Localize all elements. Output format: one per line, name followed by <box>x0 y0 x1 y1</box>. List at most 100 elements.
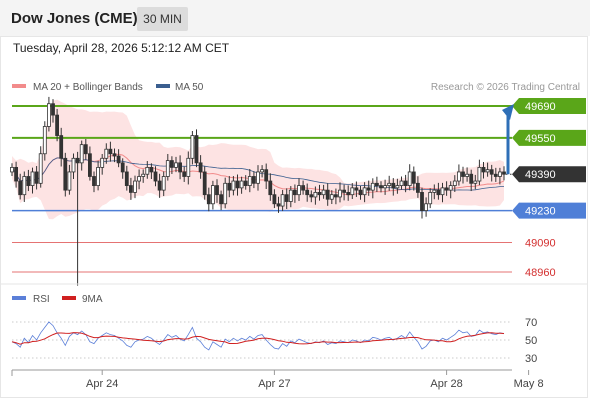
level-label-49390: 49390 <box>525 169 556 181</box>
candle-body <box>210 185 215 205</box>
candle-body <box>264 169 269 182</box>
candle-body <box>309 194 314 198</box>
candle-body <box>387 182 392 186</box>
candle-body <box>112 153 117 157</box>
candle-body <box>190 135 195 159</box>
candle-body <box>206 194 211 205</box>
legend-label-rsi: RSI <box>33 294 50 305</box>
candle-body <box>34 171 39 184</box>
candle-body <box>186 157 191 177</box>
candle-body <box>374 182 379 186</box>
candle-body <box>399 180 404 186</box>
x-tick-label: Apr 28 <box>430 378 462 390</box>
candle-body <box>313 192 318 198</box>
candle-body <box>59 135 64 159</box>
legend-swatch-ma50 <box>156 84 170 88</box>
candle-body <box>411 171 416 184</box>
candle-body <box>223 182 228 205</box>
candle-body <box>231 180 236 191</box>
candle-body <box>47 103 51 127</box>
candle-body <box>325 189 330 200</box>
candle-body <box>383 185 388 189</box>
candle-body <box>157 180 162 191</box>
candle-body <box>354 187 359 191</box>
timestamp: Tuesday, April 28, 2026 5:12:12 AM CET <box>13 41 230 55</box>
candle-body <box>219 194 224 205</box>
candle-body <box>116 155 121 164</box>
rsi-tick-30: 30 <box>525 353 537 365</box>
candle-body <box>79 144 84 164</box>
legend-swatch-rsi-ma <box>62 296 76 300</box>
chart-title: Dow Jones (CME) <box>11 10 138 27</box>
candle-body <box>420 192 424 212</box>
candle-body <box>403 180 408 186</box>
rsi-tick-70: 70 <box>525 317 537 329</box>
candle-body <box>26 176 31 186</box>
legend-label-ma50: MA 50 <box>175 82 204 93</box>
candle-body <box>83 144 88 155</box>
candle-body <box>415 182 420 193</box>
level-label-49090: 49090 <box>525 237 556 249</box>
credit-text: Research © 2026 Trading Central <box>431 82 580 93</box>
candle-body <box>362 187 367 196</box>
candle-body <box>128 185 133 193</box>
candle-body <box>292 189 297 196</box>
candle-body <box>485 169 490 173</box>
candle-body <box>379 185 383 189</box>
candle-body <box>350 187 355 196</box>
candle-body <box>38 153 43 184</box>
candle-body <box>428 192 433 205</box>
level-tag-49550 <box>512 129 586 146</box>
candle-body <box>473 180 478 184</box>
legend-label-ma20: MA 20 + Bollinger Bands <box>33 82 143 93</box>
candle-body <box>280 194 285 207</box>
candle-body <box>215 185 219 196</box>
level-tag-49690 <box>512 98 586 114</box>
candle-body <box>461 171 465 177</box>
rsi-ma-line <box>11 332 505 345</box>
candle-body <box>407 171 412 186</box>
candle-body <box>301 185 306 191</box>
level-label-49550: 49550 <box>525 133 556 145</box>
candle-body <box>161 176 166 191</box>
candle-body <box>153 171 158 182</box>
candle-body <box>448 185 453 191</box>
candle-body <box>174 162 178 168</box>
candle-body <box>338 189 342 198</box>
candle-body <box>333 194 338 198</box>
candle-body <box>100 157 105 168</box>
candle-body <box>96 166 100 186</box>
level-tag-49390 <box>512 166 586 183</box>
candle-body <box>243 180 248 186</box>
candle-body <box>346 192 351 196</box>
candle-body <box>391 182 396 189</box>
interval-button[interactable]: 30 MIN <box>137 7 188 31</box>
candle-body <box>456 171 461 182</box>
x-tick-label: Apr 24 <box>86 378 118 390</box>
candle-body <box>169 160 174 168</box>
candle-body <box>149 166 154 173</box>
candle-body <box>305 189 310 196</box>
candle-body <box>247 176 252 186</box>
candle-body <box>444 187 449 191</box>
level-tag-49230 <box>512 202 586 219</box>
candle-body <box>481 166 486 173</box>
candle-body <box>436 189 441 196</box>
candle-body <box>182 171 187 177</box>
candle-body <box>18 180 23 196</box>
candle-body <box>14 166 19 182</box>
forecast-arrowhead <box>502 104 514 120</box>
candle-body <box>276 203 281 207</box>
candle-body <box>198 162 203 173</box>
candle-body <box>227 182 232 191</box>
candle-body <box>165 160 170 177</box>
candle-body <box>120 162 125 173</box>
candle-body <box>10 166 14 173</box>
level-label-49690: 49690 <box>525 101 556 113</box>
candle-body <box>284 194 289 202</box>
candle-body <box>342 189 347 193</box>
candle-body <box>55 114 59 136</box>
x-tick-label: May 8 <box>514 378 544 390</box>
candle-body <box>71 157 76 173</box>
candle-body <box>256 171 260 184</box>
